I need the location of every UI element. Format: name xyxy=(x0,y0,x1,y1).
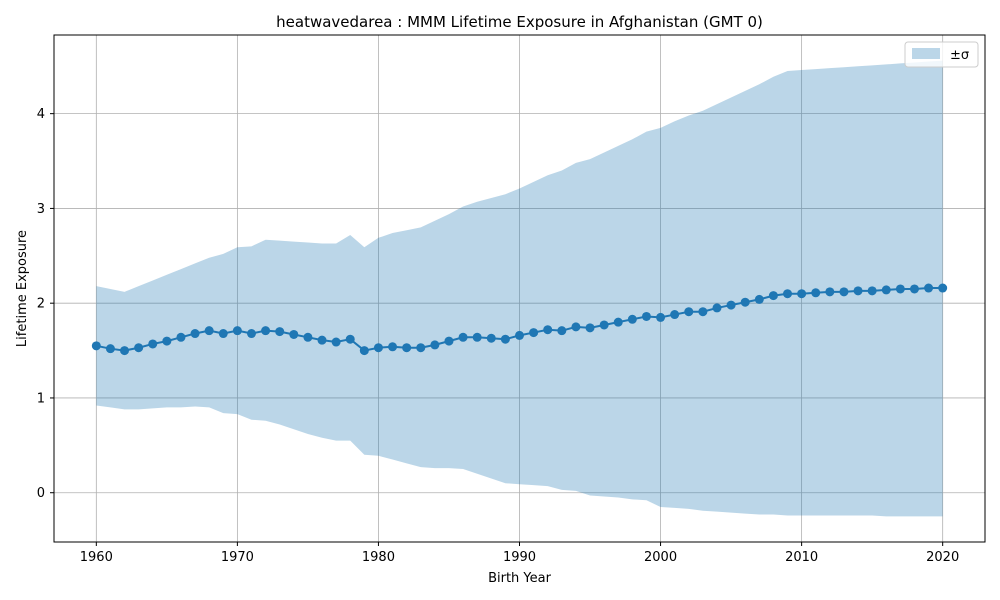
std-band-layer xyxy=(96,60,943,517)
data-point xyxy=(740,297,750,307)
data-point xyxy=(783,289,793,299)
data-point xyxy=(218,329,228,339)
data-point xyxy=(275,327,285,337)
data-point xyxy=(331,337,341,347)
data-point xyxy=(768,291,778,301)
data-point xyxy=(472,332,482,342)
data-point xyxy=(515,330,524,340)
x-tick-label: 1990 xyxy=(503,550,536,565)
data-point xyxy=(303,332,313,342)
data-point xyxy=(585,323,595,333)
x-tick-label: 2010 xyxy=(785,550,818,565)
chart-title: heatwavedarea : MMM Lifetime Exposure in… xyxy=(276,13,763,31)
data-point xyxy=(500,334,510,344)
x-tick-label: 1980 xyxy=(362,550,395,565)
y-axis-label: Lifetime Exposure xyxy=(15,230,30,347)
data-point xyxy=(684,307,694,317)
data-point xyxy=(557,326,567,336)
y-tick-label: 4 xyxy=(37,107,45,122)
data-point xyxy=(613,317,623,327)
data-point xyxy=(120,346,130,356)
data-point xyxy=(261,326,271,336)
data-point xyxy=(359,346,369,356)
data-point xyxy=(839,287,849,297)
data-point xyxy=(444,336,454,346)
data-point xyxy=(416,343,426,353)
data-point xyxy=(148,339,158,349)
legend-band-label: ±σ xyxy=(950,48,969,63)
data-point xyxy=(853,286,863,296)
data-point xyxy=(909,284,919,294)
grid xyxy=(54,35,985,542)
data-point xyxy=(895,284,905,294)
data-point xyxy=(938,283,948,293)
data-point xyxy=(246,329,256,339)
data-point xyxy=(656,312,666,322)
data-point xyxy=(698,307,708,317)
x-tick-label: 2020 xyxy=(926,550,959,565)
data-point xyxy=(543,325,553,335)
legend-band-swatch xyxy=(912,48,940,59)
x-tick-label: 2000 xyxy=(644,550,677,565)
data-point xyxy=(486,333,496,343)
data-point xyxy=(232,326,242,336)
x-axis-ticks: 1960 1970 1980 1990 2000 2010 2020 xyxy=(80,542,959,565)
data-point xyxy=(670,310,680,320)
data-point xyxy=(641,311,651,321)
std-band xyxy=(96,60,943,517)
y-tick-label: 0 xyxy=(37,486,45,501)
data-point xyxy=(176,332,186,342)
y-tick-label: 2 xyxy=(37,297,45,312)
data-point xyxy=(627,314,637,324)
data-point xyxy=(402,343,412,353)
x-axis-label: Birth Year xyxy=(488,571,552,586)
data-point xyxy=(712,303,722,313)
legend: ±σ xyxy=(904,41,979,68)
data-point xyxy=(317,335,327,345)
data-point xyxy=(726,300,736,310)
x-tick-label: 1970 xyxy=(221,550,254,565)
legend-box xyxy=(904,41,979,68)
data-point xyxy=(867,286,877,296)
data-point xyxy=(388,342,398,352)
data-point xyxy=(571,322,581,332)
data-point xyxy=(190,329,200,339)
data-point xyxy=(458,332,468,342)
data-point xyxy=(825,287,835,297)
y-axis-ticks: 0 1 2 3 4 xyxy=(37,107,54,501)
data-point xyxy=(811,288,821,298)
data-point xyxy=(881,285,891,295)
y-tick-label: 3 xyxy=(37,202,45,217)
data-point xyxy=(91,341,101,351)
data-point xyxy=(289,329,299,339)
data-point xyxy=(373,343,383,353)
data-point xyxy=(754,294,764,304)
data-point xyxy=(134,343,144,353)
data-point xyxy=(599,320,609,330)
data-point xyxy=(345,334,355,344)
data-point xyxy=(204,326,214,336)
data-point xyxy=(430,340,440,350)
data-point xyxy=(797,289,807,299)
y-tick-label: 1 xyxy=(37,391,45,406)
x-tick-label: 1960 xyxy=(80,550,113,565)
data-point xyxy=(529,328,539,338)
series-points-layer xyxy=(91,283,948,356)
data-point xyxy=(105,344,115,354)
data-point xyxy=(924,283,934,293)
data-point xyxy=(162,336,172,346)
